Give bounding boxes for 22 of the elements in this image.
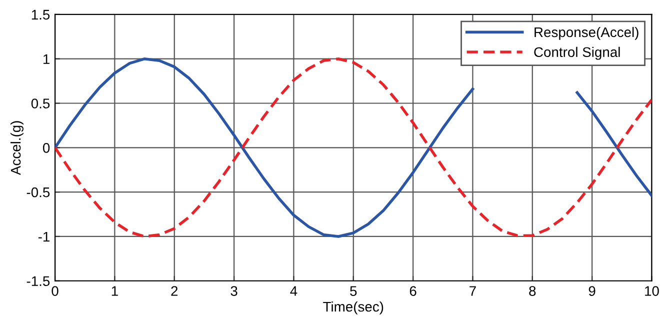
x-tick-label: 7 bbox=[470, 286, 476, 296]
x-tick-label: 5 bbox=[350, 286, 357, 296]
x-tick-label: 10 bbox=[645, 286, 659, 296]
y-tick-label: -0.5 bbox=[26, 187, 50, 198]
x-tick-label: 8 bbox=[529, 286, 536, 296]
x-tick-label: 2 bbox=[171, 286, 178, 296]
y-tick-label: -1 bbox=[38, 232, 50, 242]
y-tick-label: 0 bbox=[42, 142, 50, 153]
y-axis-title: Accel.(g) bbox=[10, 121, 24, 176]
legend-label: Control Signal bbox=[534, 46, 620, 60]
y-tick-label: 0.5 bbox=[31, 98, 50, 108]
x-tick-label: 3 bbox=[230, 286, 238, 296]
x-tick-label: 4 bbox=[290, 286, 298, 296]
legend-label: Response(Accel) bbox=[534, 26, 638, 40]
y-tick-label: 1.5 bbox=[32, 10, 50, 20]
y-tick-label: 1 bbox=[44, 54, 50, 64]
x-tick-label: 9 bbox=[588, 286, 596, 296]
x-axis-title: Time(sec) bbox=[323, 301, 384, 314]
y-tick-label: -1.5 bbox=[26, 276, 50, 286]
x-tick-label: 6 bbox=[410, 286, 416, 296]
x-tick-label: 0 bbox=[52, 286, 58, 296]
x-tick-label: 1 bbox=[112, 286, 118, 296]
